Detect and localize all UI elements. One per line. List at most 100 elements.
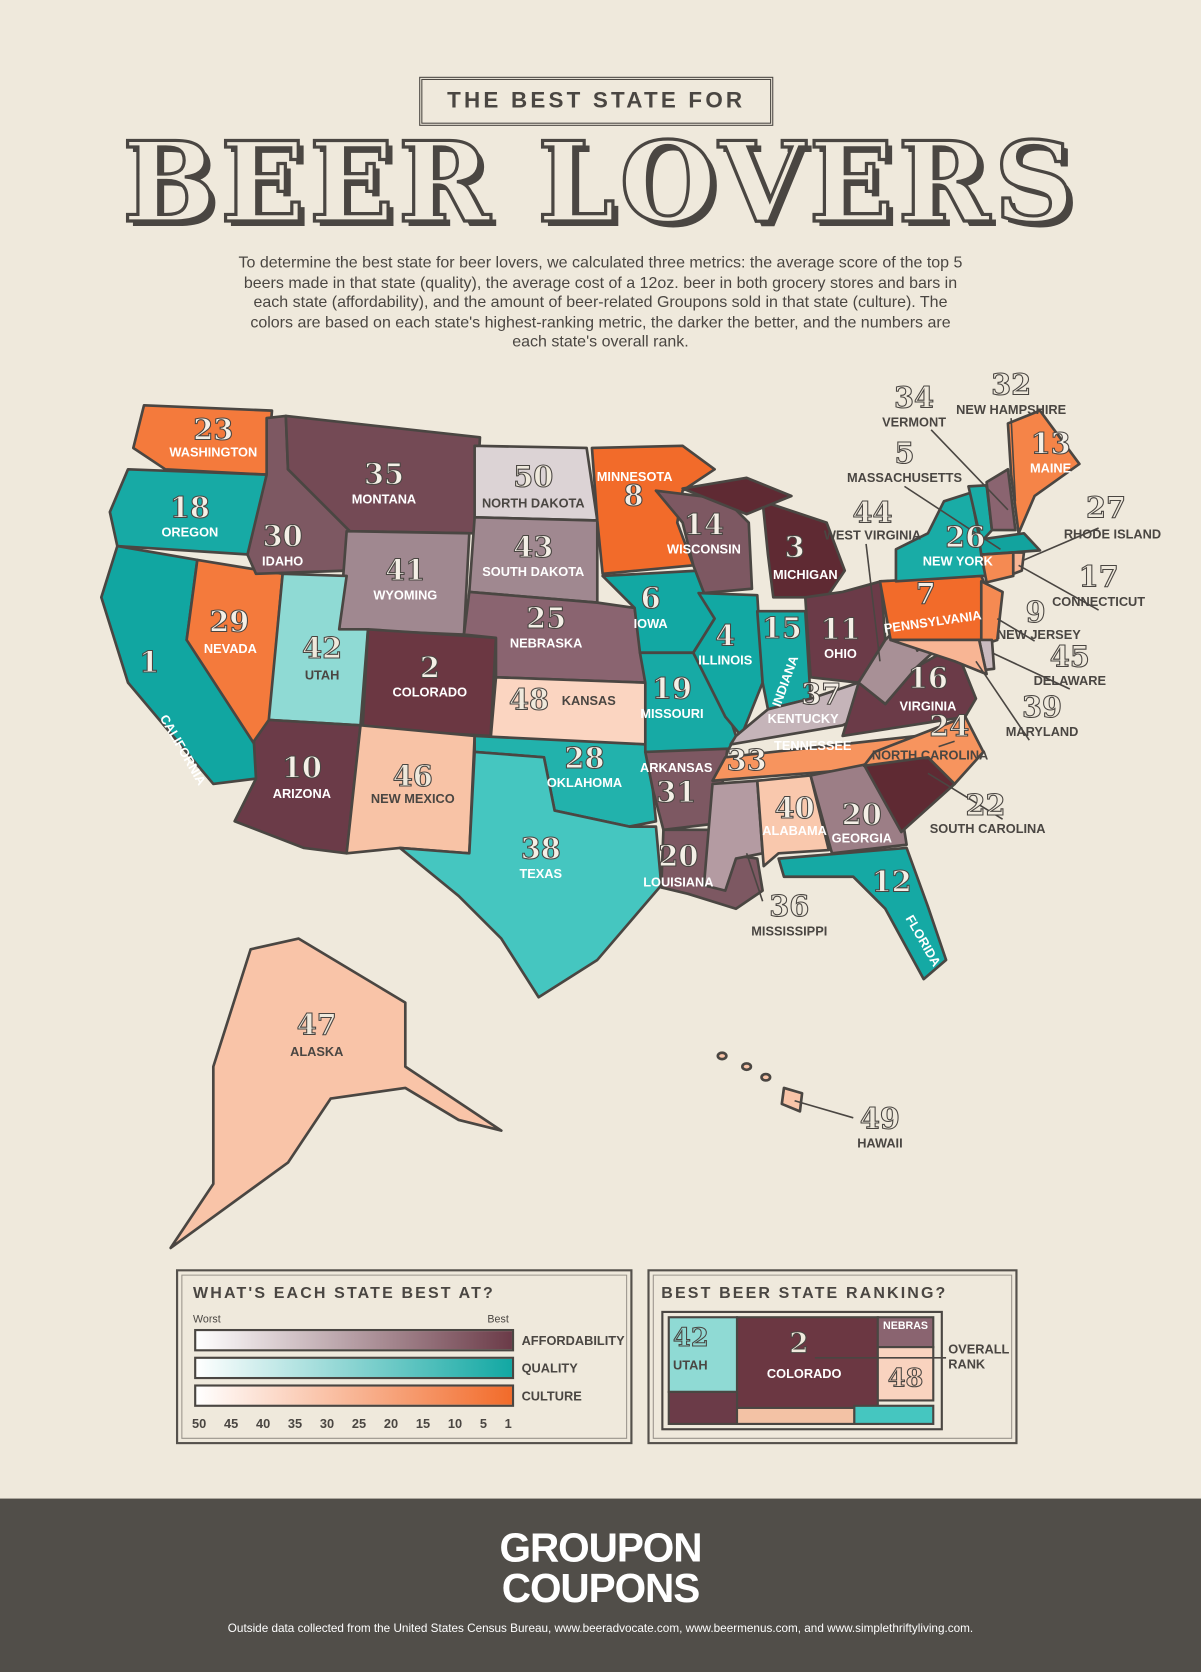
state-rank: 2 xyxy=(420,650,440,684)
state-rank: 8 xyxy=(624,479,644,513)
state-rank: 20 xyxy=(658,839,698,873)
scale-tick: 15 xyxy=(415,1416,431,1432)
state-name: NORTH CAROLINA xyxy=(872,747,988,762)
state-rank: 18 xyxy=(170,490,210,524)
key-colorado-name: COLORADO xyxy=(767,1366,842,1381)
state-hawaii[interactable] xyxy=(780,1086,804,1113)
state-rank: 27 xyxy=(1086,490,1126,524)
state-name: GEORGIA xyxy=(832,831,892,846)
leader-line xyxy=(975,660,1030,741)
state-rank: 30 xyxy=(263,519,303,553)
groupon-coupons-logo[interactable]: GROUPON COUPONS xyxy=(0,1528,1201,1609)
state-rank: 46 xyxy=(393,759,433,793)
state-name: NEVADA xyxy=(204,641,257,656)
state-alabama[interactable] xyxy=(755,774,831,868)
logo-line-2: COUPONS xyxy=(501,1566,701,1612)
legend-worst: Worst xyxy=(193,1314,221,1326)
hawaii-island xyxy=(760,1072,772,1082)
state-rank: 40 xyxy=(775,791,815,825)
state-illinois[interactable] xyxy=(691,591,764,738)
scale-tick: 20 xyxy=(383,1416,399,1432)
leader-line xyxy=(991,652,1071,690)
state-oregon[interactable] xyxy=(108,467,268,556)
scale-tick: 50 xyxy=(191,1416,207,1432)
state-massachusetts[interactable] xyxy=(977,531,1042,556)
state-rank: 33 xyxy=(727,743,767,777)
ranking-key-title: BEST BEER STATE RANKING? xyxy=(661,1284,948,1303)
state-name: WYOMING xyxy=(373,587,437,602)
key-colorado-rank: 2 xyxy=(789,1326,808,1359)
state-name: MICHIGAN xyxy=(773,567,838,582)
state-rank: 49 xyxy=(860,1101,900,1135)
state-name: MONTANA xyxy=(352,491,416,506)
state-name: NEW JERSEY xyxy=(997,627,1081,642)
state-name: MISSOURI xyxy=(640,706,703,721)
state-rank: 38 xyxy=(521,832,561,866)
state-connecticut[interactable] xyxy=(979,551,1015,584)
state-rank: 22 xyxy=(966,788,1006,822)
state-rank: 3 xyxy=(785,530,805,564)
intro-text: To determine the best state for beer lov… xyxy=(238,253,963,351)
state-name: NEW MEXICO xyxy=(371,791,455,806)
state-name: MASSACHUSETTS xyxy=(847,470,963,485)
state-name: LOUISIANA xyxy=(643,874,713,889)
state-rank: 29 xyxy=(209,604,249,638)
state-rank: 41 xyxy=(385,553,425,587)
state-name: NEW YORK xyxy=(923,553,994,568)
state-name: ALABAMA xyxy=(762,823,827,838)
quality-label: QUALITY xyxy=(521,1360,578,1376)
state-new-hampshire[interactable] xyxy=(985,467,1017,532)
state-rank: 24 xyxy=(929,709,969,743)
state-rank: 6 xyxy=(641,581,661,615)
state-name: IOWA xyxy=(634,616,668,631)
state-name: NORTH DAKOTA xyxy=(482,496,585,511)
state-name: WASHINGTON xyxy=(169,445,257,460)
leader-line xyxy=(1010,418,1017,502)
state-rank: 50 xyxy=(513,459,553,493)
state-name: OKLAHOMA xyxy=(547,775,622,790)
state-arkansas[interactable] xyxy=(643,747,729,832)
state-rank: 45 xyxy=(1050,640,1090,674)
hawaii-island xyxy=(716,1051,728,1061)
state-rhode-island[interactable] xyxy=(1011,551,1026,576)
state-maine[interactable] xyxy=(1006,409,1081,535)
scale-tick: 1 xyxy=(504,1416,512,1432)
state-michigan[interactable] xyxy=(681,476,793,516)
state-name: OREGON xyxy=(161,524,218,539)
state-name: RHODE ISLAND xyxy=(1064,527,1161,542)
state-rank: 43 xyxy=(513,530,553,564)
state-rank: 23 xyxy=(193,412,233,446)
state-rank: 13 xyxy=(1031,426,1071,460)
state-name: IDAHO xyxy=(262,553,303,568)
state-minnesota[interactable] xyxy=(590,444,716,576)
state-name: ALASKA xyxy=(290,1044,343,1059)
state-florida[interactable] xyxy=(777,846,948,981)
state-rank: 35 xyxy=(364,457,404,491)
legend-best: Best xyxy=(487,1314,509,1326)
state-new-jersey[interactable] xyxy=(979,579,1004,647)
state-rank: 47 xyxy=(297,1008,337,1042)
state-texas[interactable] xyxy=(398,750,663,999)
leader-line xyxy=(938,740,955,748)
scale-tick: 10 xyxy=(447,1416,463,1432)
state-name: CONNECTICUT xyxy=(1052,594,1145,609)
key-nebraska-name: NEBRAS xyxy=(883,1320,928,1332)
state-name: KANSAS xyxy=(562,693,616,708)
state-name: MISSISSIPPI xyxy=(751,923,827,938)
state-name: COLORADO xyxy=(393,684,468,699)
state-name: VERMONT xyxy=(882,415,946,430)
state-rank: 4 xyxy=(715,618,735,652)
leader-line xyxy=(1023,527,1099,561)
state-name: TEXAS xyxy=(519,866,562,881)
state-maryland[interactable] xyxy=(889,638,988,676)
state-name: ILLINOIS xyxy=(698,652,752,667)
state-name: VIRGINIA xyxy=(900,698,957,713)
logo-line-1: GROUPON xyxy=(499,1526,703,1572)
state-rank: 15 xyxy=(762,611,802,645)
state-name: MINNESOTA xyxy=(597,469,673,484)
state-alaska[interactable] xyxy=(169,937,503,1250)
leader-line xyxy=(904,485,1001,550)
state-rank: 26 xyxy=(945,520,985,554)
leader-line xyxy=(1018,564,1099,611)
